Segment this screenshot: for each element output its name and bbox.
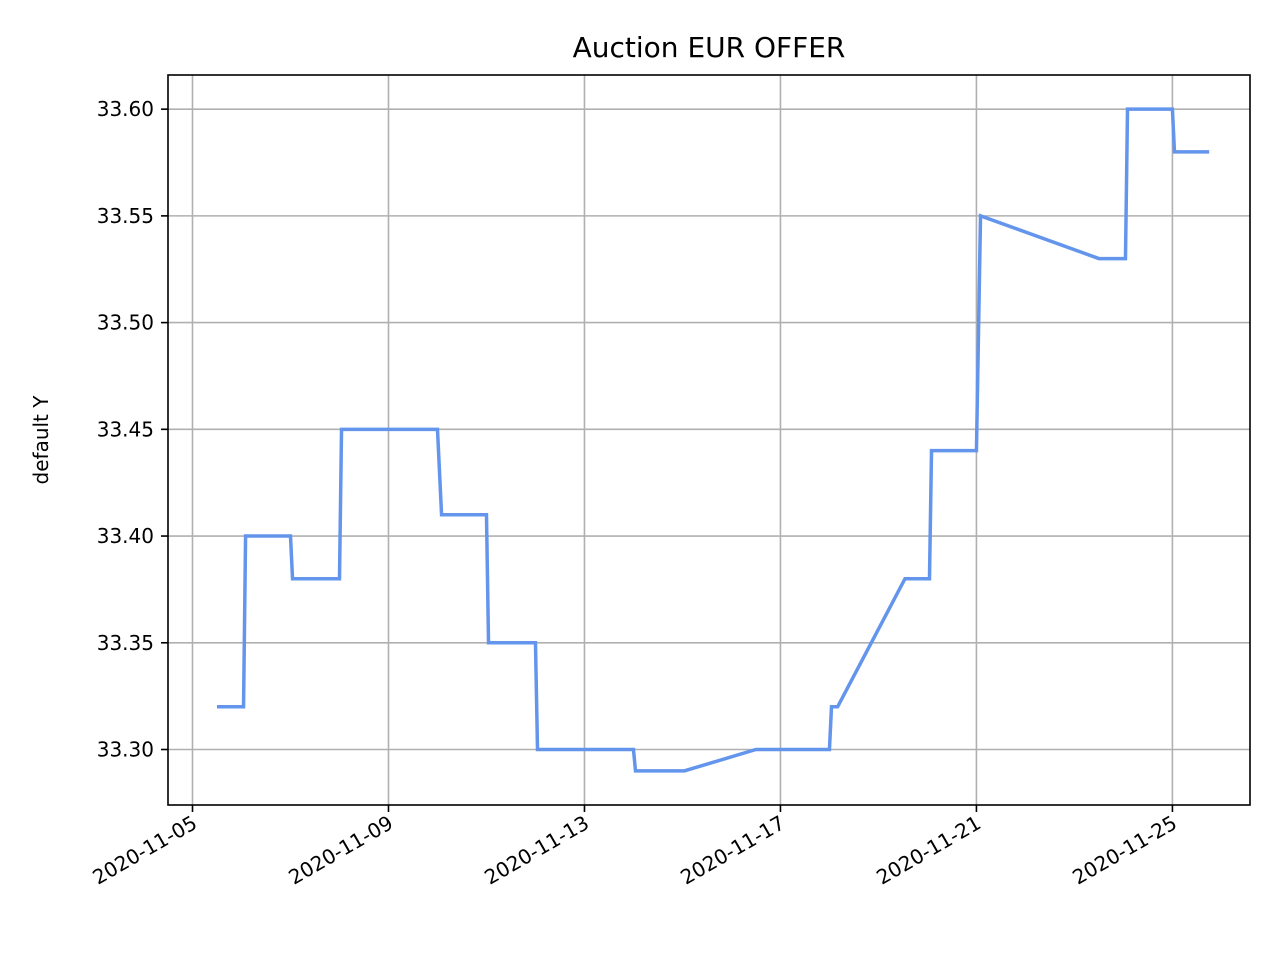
plot-frame [167, 74, 1251, 806]
chart-title: Auction EUR OFFER [573, 31, 846, 64]
y-tick-label: 33.35 [97, 631, 154, 655]
y-axis-label: default Y [29, 395, 53, 485]
grid [168, 75, 1250, 805]
y-tick-label: 33.60 [97, 97, 154, 121]
y-tick-label: 33.30 [97, 738, 154, 762]
series-line [217, 107, 1210, 773]
y-tick-label: 33.40 [97, 524, 154, 548]
y-tick-label: 33.50 [97, 311, 154, 335]
y-tick-label: 33.55 [97, 204, 154, 228]
y-tick-label: 33.45 [97, 417, 154, 441]
series-layer [217, 107, 1210, 773]
